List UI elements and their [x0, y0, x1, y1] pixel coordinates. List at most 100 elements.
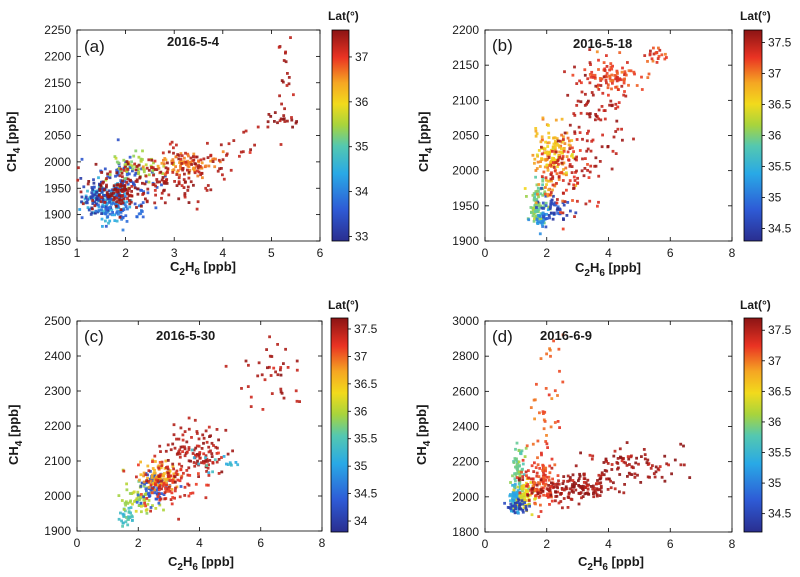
scatter-point — [516, 466, 520, 469]
scatter-point — [152, 486, 156, 489]
scatter-point — [130, 164, 134, 168]
scatter-point — [554, 490, 557, 493]
scatter-point — [543, 147, 547, 151]
scatter-point — [605, 477, 608, 481]
scatter-point — [132, 182, 135, 186]
scatter-point — [151, 486, 154, 490]
scatter-point — [167, 487, 171, 491]
scatter-point — [221, 150, 225, 154]
scatter-point — [553, 463, 557, 467]
scatter-point — [147, 480, 150, 483]
scatter-point — [539, 478, 543, 482]
scatter-point — [155, 497, 159, 501]
scatter-point — [274, 370, 277, 374]
scatter-point — [112, 188, 116, 192]
scatter-point — [157, 492, 161, 496]
scatter-point — [540, 152, 544, 156]
scatter-point — [177, 154, 181, 157]
scatter-point — [580, 81, 583, 85]
colorbar-tick-label: 34.5 — [354, 487, 378, 501]
scatter-point — [525, 508, 528, 512]
scatter-point — [209, 159, 212, 163]
scatter-point — [154, 206, 158, 210]
scatter-point — [540, 145, 543, 149]
scatter-point — [579, 100, 583, 104]
scatter-point — [209, 154, 213, 158]
scatter-point — [147, 469, 151, 473]
scatter-point — [554, 482, 557, 486]
scatter-point — [556, 198, 559, 201]
scatter-point — [185, 440, 189, 444]
scatter-point — [167, 474, 170, 478]
scatter-point — [514, 458, 518, 461]
scatter-point — [515, 441, 519, 445]
scatter-point — [99, 208, 103, 212]
scatter-point — [540, 486, 544, 490]
scatter-point — [622, 460, 626, 464]
scatter-point — [608, 75, 612, 78]
scatter-point — [541, 183, 544, 187]
scatter-point — [534, 175, 537, 179]
scatter-point — [204, 456, 207, 460]
scatter-point — [539, 503, 542, 507]
scatter-point — [166, 465, 169, 469]
scatter-point — [104, 224, 108, 228]
scatter-point — [552, 163, 556, 167]
scatter-point — [164, 166, 168, 170]
scatter-point — [612, 454, 616, 458]
scatter-point — [98, 189, 102, 192]
scatter-point — [603, 69, 607, 72]
scatter-point — [184, 151, 187, 155]
y-tick-label: 2150 — [44, 76, 71, 90]
scatter-point — [613, 74, 617, 77]
scatter-point — [559, 492, 563, 495]
scatter-point — [95, 195, 99, 198]
scatter-point — [511, 501, 515, 505]
scatter-point — [284, 347, 287, 351]
scatter-point — [114, 156, 118, 160]
scatter-point — [606, 86, 610, 90]
scatter-point — [597, 108, 601, 112]
scatter-point — [273, 120, 276, 123]
scatter-point — [220, 167, 223, 170]
scatter-point — [583, 73, 587, 77]
scatter-point — [131, 167, 135, 171]
scatter-point — [569, 487, 572, 491]
scatter-point — [558, 426, 561, 429]
scatter-point — [561, 227, 565, 231]
scatter-point — [618, 447, 622, 451]
scatter-point — [151, 467, 155, 470]
scatter-point — [144, 197, 147, 201]
scatter-point — [179, 476, 183, 480]
scatter-point — [509, 502, 513, 506]
scatter-point — [613, 449, 617, 453]
scatter-point — [116, 188, 120, 192]
scatter-point — [628, 472, 632, 476]
scatter-point — [649, 466, 653, 470]
scatter-point — [110, 208, 114, 212]
scatter-point — [121, 175, 124, 179]
scatter-point — [599, 474, 603, 478]
scatter-point — [180, 464, 184, 468]
scatter-point — [549, 354, 552, 358]
scatter-point — [242, 130, 246, 134]
scatter-point — [180, 474, 184, 478]
scatter-point — [541, 201, 545, 205]
scatter-point — [548, 503, 551, 506]
scatter-point — [124, 205, 128, 208]
scatter-point — [516, 496, 520, 499]
scatter-point — [249, 148, 252, 152]
scatter-point — [578, 474, 582, 478]
scatter-point — [154, 483, 157, 487]
scatter-point — [522, 506, 526, 510]
scatter-point — [551, 175, 555, 179]
scatter-point — [126, 168, 129, 171]
y-tick-label: 2100 — [44, 454, 71, 468]
scatter-point — [564, 166, 568, 170]
scatter-point — [611, 64, 614, 68]
scatter-point — [517, 482, 521, 486]
scatter-point — [123, 501, 127, 505]
scatter-point — [539, 510, 543, 513]
